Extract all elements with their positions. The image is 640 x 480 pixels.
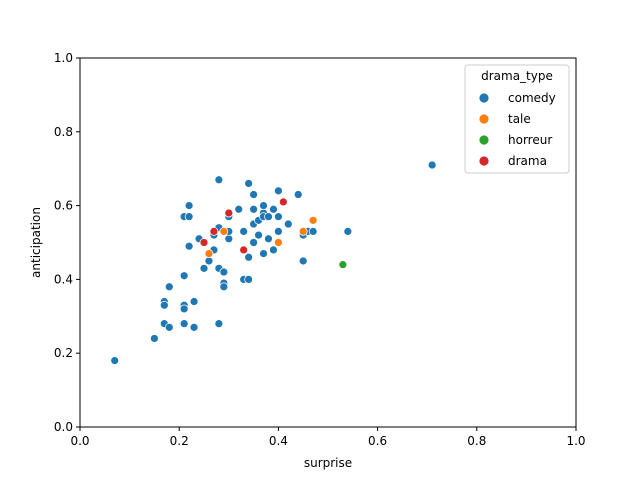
data-point-comedy: [244, 179, 254, 188]
data-point-comedy: [189, 322, 199, 332]
x-tick-label: 0.8: [467, 434, 486, 448]
legend-marker-horreur: [478, 134, 490, 146]
legend-marker-drama: [478, 155, 490, 167]
data-point-comedy: [249, 190, 258, 199]
data-point-drama: [224, 208, 234, 218]
data-point-tale: [274, 238, 283, 247]
data-point-comedy: [244, 275, 254, 284]
data-point-comedy: [264, 212, 273, 222]
data-point-comedy: [293, 190, 303, 199]
y-axis-label: anticipation: [29, 207, 43, 278]
data-point-comedy: [269, 204, 278, 214]
y-tick-label: 0.6: [54, 199, 73, 213]
legend-title: drama_type: [481, 69, 553, 83]
legend: drama_type comedy tale horreur drama: [464, 64, 570, 174]
data-point-comedy: [249, 238, 258, 247]
y-tick-label: 0.8: [54, 125, 73, 139]
data-point-comedy: [274, 186, 283, 196]
data-point-tale: [219, 227, 229, 236]
data-point-comedy: [159, 300, 169, 310]
y-axis: 0.0 0.2 0.4 0.6 0.8 1.0: [54, 51, 80, 434]
data-point-tale: [204, 249, 214, 258]
data-point-comedy: [199, 263, 209, 273]
legend-box: [464, 64, 570, 174]
data-point-comedy: [239, 227, 249, 236]
legend-marker-tale: [478, 113, 490, 125]
data-point-drama: [209, 227, 219, 236]
y-tick-label: 1.0: [54, 51, 73, 65]
data-point-comedy: [249, 204, 258, 214]
x-tick-label: 0.0: [70, 434, 89, 448]
data-point-comedy: [184, 241, 194, 251]
data-point-comedy: [274, 227, 283, 236]
data-point-comedy: [274, 212, 283, 222]
data-point-comedy: [298, 256, 308, 266]
x-tick-label: 0.4: [269, 434, 288, 448]
y-tick-label: 0.4: [54, 272, 73, 286]
x-tick-label: 0.2: [170, 434, 189, 448]
data-point-comedy: [259, 201, 268, 210]
data-point-comedy: [110, 356, 120, 365]
data-point-comedy: [184, 201, 194, 210]
data-point-comedy: [343, 227, 353, 236]
legend-label-tale: tale: [508, 112, 531, 126]
data-point-comedy: [269, 245, 278, 255]
data-point-comedy: [219, 282, 229, 292]
legend-label-comedy: comedy: [508, 91, 556, 105]
data-point-comedy: [189, 297, 199, 306]
plot-frame: [79, 57, 577, 428]
x-axis: 0.0 0.2 0.4 0.6 0.8 1.0: [70, 427, 586, 448]
points-layer: [110, 160, 437, 365]
y-tick-label: 0.2: [54, 346, 73, 360]
data-point-comedy: [214, 175, 224, 185]
data-point-comedy: [259, 249, 268, 258]
data-point-comedy: [224, 234, 234, 244]
legend-label-horreur: horreur: [508, 133, 552, 147]
legend-label-drama: drama: [508, 154, 547, 168]
data-point-comedy: [214, 319, 224, 329]
data-point-comedy: [179, 271, 189, 281]
x-axis-label: surprise: [304, 456, 352, 470]
legend-marker-comedy: [478, 92, 490, 104]
data-point-horreur: [338, 260, 348, 270]
data-point-comedy: [308, 227, 318, 236]
data-point-comedy: [283, 219, 293, 229]
data-point-drama: [199, 238, 209, 247]
data-point-drama: [278, 197, 288, 207]
x-tick-label: 1.0: [566, 434, 585, 448]
data-point-comedy: [219, 267, 229, 277]
x-tick-label: 0.6: [368, 434, 387, 448]
data-point-comedy: [254, 230, 263, 240]
data-point-comedy: [204, 256, 214, 266]
data-point-comedy: [179, 304, 189, 314]
data-point-comedy: [164, 282, 174, 292]
data-point-comedy: [164, 322, 174, 332]
data-point-drama: [239, 245, 249, 255]
data-point-comedy: [427, 160, 437, 170]
data-point-comedy: [264, 234, 273, 244]
data-point-comedy: [150, 334, 159, 343]
data-point-tale: [308, 215, 318, 225]
data-point-comedy: [179, 319, 189, 329]
data-point-comedy: [184, 212, 194, 222]
data-point-comedy: [234, 204, 244, 214]
data-point-tale: [298, 227, 308, 236]
y-tick-label: 0.0: [54, 420, 73, 434]
data-point-comedy: [244, 252, 254, 262]
